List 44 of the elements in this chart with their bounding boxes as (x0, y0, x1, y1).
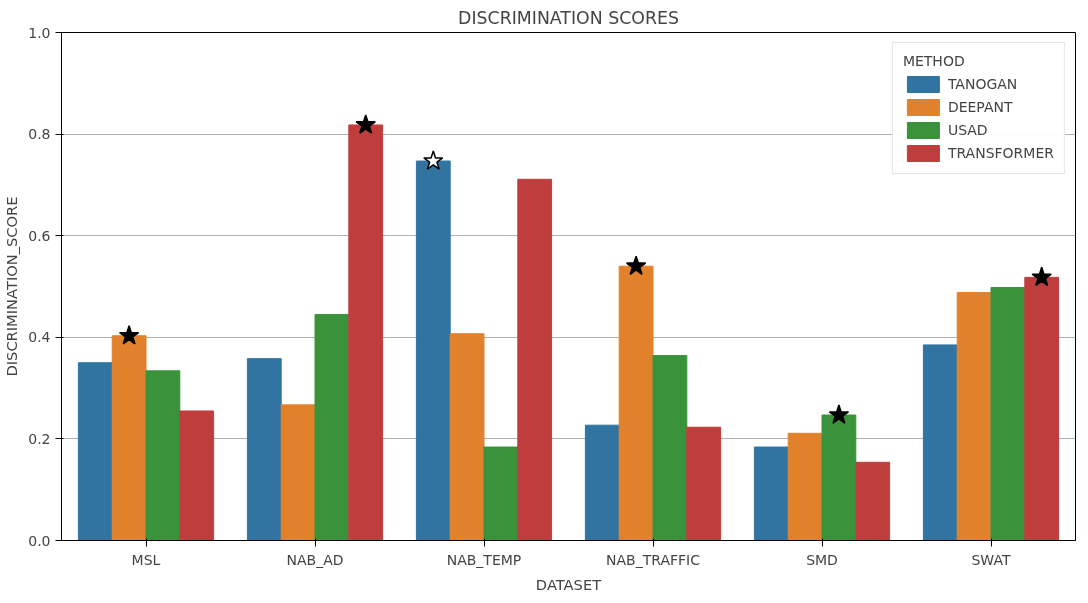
bar (686, 426, 722, 541)
x-tick-label: NAB_AD (286, 551, 344, 568)
legend-label: USAD (947, 122, 988, 138)
bar (990, 287, 1026, 541)
bar (77, 362, 113, 541)
bar (449, 333, 485, 541)
legend-label: TANOGAN (947, 76, 1018, 92)
bar (956, 292, 992, 541)
x-axis-title: DATASET (535, 575, 602, 593)
y-tick-label: 0.2 (28, 430, 51, 447)
bar (753, 446, 789, 541)
bar (618, 265, 654, 541)
bar (415, 160, 451, 541)
bar (111, 335, 147, 541)
bar (280, 404, 316, 541)
bar (652, 355, 688, 541)
x-tick-label: SMD (806, 551, 838, 568)
y-tick-label: 0.8 (28, 126, 51, 143)
legend-label: DEEPANT (947, 99, 1013, 115)
bar (1024, 276, 1060, 541)
bar (584, 424, 620, 541)
bar (145, 370, 181, 541)
bar (348, 124, 384, 541)
bar (787, 432, 823, 541)
x-tick-label: NAB_TEMP (446, 551, 522, 568)
chart-title: DISCRIMINATION SCORES (458, 7, 679, 28)
bar (855, 461, 891, 541)
bar (922, 344, 958, 541)
x-tick-label: NAB_TRAFFIC (606, 551, 701, 568)
legend-title: METHOD (902, 53, 966, 69)
bar (821, 414, 857, 541)
bar (246, 358, 282, 541)
y-tick-label: 0.4 (28, 329, 51, 346)
bar (179, 410, 215, 541)
bar (517, 178, 553, 541)
y-tick-label: 0.0 (28, 532, 51, 549)
y-axis-title: DISCRIMINATION_SCORE (3, 196, 21, 377)
bar (314, 313, 350, 541)
x-tick-label: MSL (131, 551, 161, 568)
legend-label: TRANSFORMER (947, 145, 1054, 161)
bar (483, 446, 519, 541)
y-tick-label: 1.0 (28, 24, 51, 41)
x-tick-label: SWAT (971, 551, 1011, 568)
y-tick-label: 0.6 (28, 227, 51, 244)
